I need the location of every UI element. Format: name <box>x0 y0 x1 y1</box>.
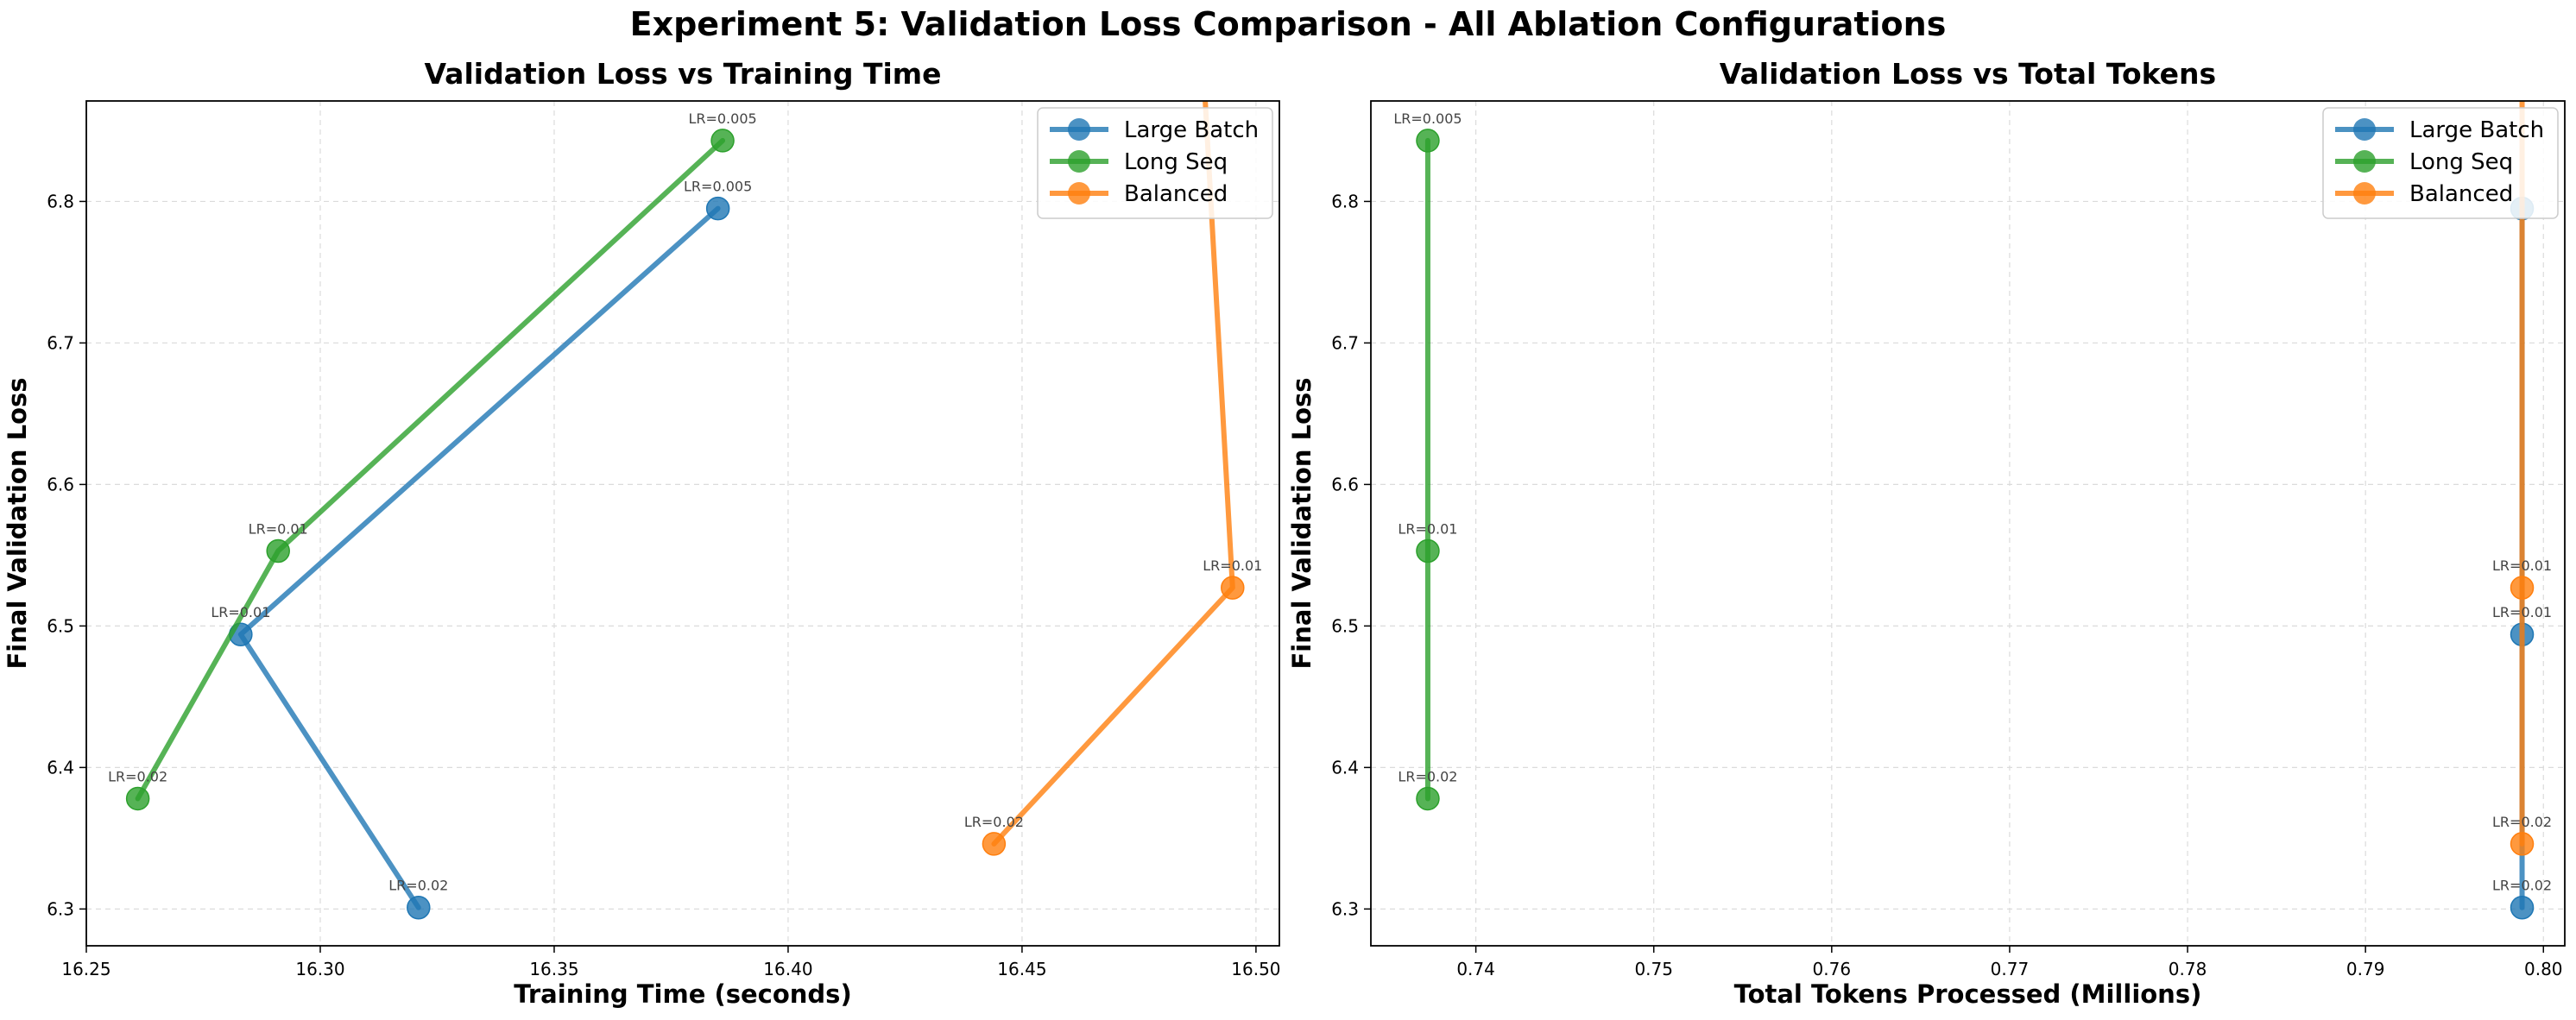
x-axis-label: Training Time (seconds) <box>514 979 851 1009</box>
legend-marker <box>2353 118 2376 141</box>
y-axis-label: Final Validation Loss <box>3 377 32 669</box>
chart-panel-1: 16.25 16.30 16.35 16.40 16.45 16.50 6.3 6.4 6.5 6… <box>3 57 1281 1009</box>
x-axis-label: Total Tokens Processed (Millions) <box>1734 979 2202 1009</box>
legend-label: Long Seq <box>2409 149 2513 175</box>
y-tick-label: 6.6 <box>47 474 74 494</box>
y-tick-label: 6.5 <box>1331 615 1359 636</box>
chart-title: Validation Loss vs Training Time <box>424 57 941 91</box>
series-line-long-seq <box>135 137 726 802</box>
data-point-long-seq <box>125 786 150 811</box>
point-annotation: LR=0.005 <box>684 179 752 195</box>
legend-label: Long Seq <box>1124 149 1228 175</box>
y-tick-label: 6.7 <box>1331 332 1359 353</box>
x-tick-label: 16.45 <box>997 959 1046 979</box>
point-annotation: LR=0.02 <box>1398 768 1457 784</box>
x-tick-label: 16.50 <box>1231 959 1280 979</box>
y-tick-label: 6.5 <box>47 615 74 636</box>
x-tick-label: 0.74 <box>1456 959 1495 979</box>
data-point-balanced <box>982 832 1007 856</box>
legend-label: Large Batch <box>1124 117 1259 143</box>
chart-title: Validation Loss vs Total Tokens <box>1720 57 2216 91</box>
legend-label: Large Batch <box>2409 117 2544 143</box>
plot-area: LR=0.02 LR=0.01 LR=0.005 LR=0.02 LR=0.01 LR=0… <box>108 77 1262 920</box>
point-annotation: LR=0.02 <box>2492 878 2552 894</box>
x-tick-label: 0.79 <box>2346 959 2385 979</box>
data-point-balanced <box>1221 576 1245 600</box>
y-tick-label: 6.3 <box>1331 898 1359 919</box>
legend: Large Batch Long Seq Balanced <box>1037 107 1273 219</box>
data-point-long-seq <box>710 129 735 153</box>
point-annotation: LR=0.005 <box>1393 110 1462 127</box>
x-tick-label: 0.78 <box>2169 959 2207 979</box>
data-point-large-batch <box>2510 895 2535 920</box>
data-point-balanced <box>2511 77 2534 99</box>
axes-frame <box>85 100 1280 947</box>
data-point-balanced <box>1193 77 1215 99</box>
point-annotation: LR=0.01 <box>249 520 308 537</box>
data-point-large-batch <box>407 895 431 920</box>
data-point-long-seq <box>1416 129 1440 153</box>
data-point-long-seq <box>1416 786 1440 811</box>
x-tick-label: 0.80 <box>2524 959 2563 979</box>
legend-marker <box>1068 182 1090 205</box>
x-tick-label: 16.40 <box>763 959 812 979</box>
legend-marker <box>1068 150 1090 173</box>
legend-marker <box>2353 150 2376 173</box>
y-axis-label: Final Validation Loss <box>1287 377 1316 669</box>
y-tick-label: 6.4 <box>47 757 74 778</box>
x-tick-label: 0.77 <box>1991 959 2030 979</box>
series-line-large-batch <box>237 205 721 910</box>
figure-title: Experiment 5: Validation Loss Comparison… <box>629 5 1947 43</box>
legend-label: Balanced <box>1124 181 1228 207</box>
grid <box>1371 101 2565 946</box>
data-point-long-seq <box>266 538 290 564</box>
x-tick-label: 16.35 <box>529 959 578 979</box>
x-tick-label: 16.30 <box>295 959 344 979</box>
point-annotation: LR=0.01 <box>1398 520 1457 537</box>
legend: Large Batch Long Seq Balanced <box>2322 107 2559 219</box>
legend-label: Balanced <box>2409 181 2513 207</box>
axes-frame <box>1370 100 2566 947</box>
point-annotation: LR=0.01 <box>2492 557 2552 574</box>
point-annotation: LR=0.02 <box>964 814 1024 830</box>
y-tick-label: 6.4 <box>1331 757 1359 778</box>
x-tick-label: 16.25 <box>61 959 110 979</box>
point-annotation: LR=0.01 <box>1203 557 1262 574</box>
x-tick-label: 0.76 <box>1813 959 1852 979</box>
legend-marker <box>2353 182 2376 205</box>
point-annotation: LR=0.02 <box>2492 814 2552 830</box>
point-annotation: LR=0.01 <box>211 604 270 620</box>
data-point-balanced <box>2510 576 2535 600</box>
y-tick-label: 6.7 <box>47 332 74 353</box>
data-point-long-seq <box>1416 538 1440 564</box>
legend-marker <box>1068 118 1090 141</box>
y-tick-label: 6.3 <box>47 898 74 919</box>
x-tick-label: 0.75 <box>1634 959 1673 979</box>
point-annotation: LR=0.02 <box>108 768 167 784</box>
point-annotation: LR=0.005 <box>688 110 756 127</box>
point-annotation: LR=0.01 <box>2492 604 2552 620</box>
y-tick-label: 6.8 <box>47 191 74 211</box>
y-tick-label: 6.8 <box>1331 191 1359 211</box>
point-annotation: LR=0.02 <box>388 878 448 894</box>
y-tick-label: 6.6 <box>1331 474 1359 494</box>
data-point-large-batch <box>705 196 730 221</box>
plot-area: LR=0.02 LR=0.01 LR=0.02 LR=0.01 LR=0.005 LR=0… <box>1393 77 2552 920</box>
chart-panel-2: 0.74 0.75 0.76 0.77 0.78 0.79 0.80 6.3 6.4 6.5 6.6… <box>1287 57 2566 1009</box>
data-point-balanced <box>2510 832 2535 856</box>
